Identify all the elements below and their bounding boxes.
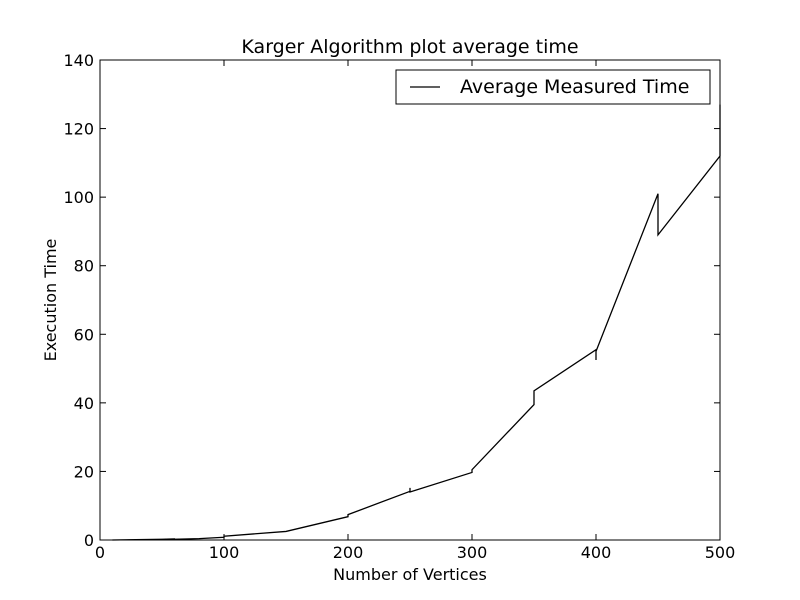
y-tick-label: 80: [74, 257, 94, 276]
x-tick-label: 500: [705, 543, 736, 562]
y-tick-label: 0: [84, 531, 94, 550]
plot-frame: [99, 59, 721, 541]
y-axis-label: Execution Time: [41, 239, 60, 362]
y-tick-label: 20: [74, 462, 94, 481]
chart-title: Karger Algorithm plot average time: [241, 36, 578, 58]
x-tick-label: 100: [209, 543, 240, 562]
x-tick-label: 300: [457, 543, 488, 562]
legend: Average Measured Time: [395, 69, 711, 105]
y-tick-label: 120: [63, 120, 94, 139]
legend-label: Average Measured Time: [460, 76, 689, 98]
y-tick-label: 140: [63, 51, 94, 70]
x-tick-label: 0: [95, 543, 105, 562]
series-layer: [112, 104, 721, 541]
axis-ticks: 0 100 200 300 400 500 0 20 40 60 80 100 120 140: [63, 51, 735, 562]
x-axis-label: Number of Vertices: [333, 565, 487, 584]
legend-box: [395, 69, 711, 105]
y-tick-label: 100: [63, 188, 94, 207]
y-tick-label: 60: [74, 325, 94, 344]
series-line-average-measured-time: [112, 104, 721, 541]
x-tick-label: 200: [333, 543, 364, 562]
x-tick-label: 400: [581, 543, 612, 562]
y-tick-label: 40: [74, 394, 94, 413]
